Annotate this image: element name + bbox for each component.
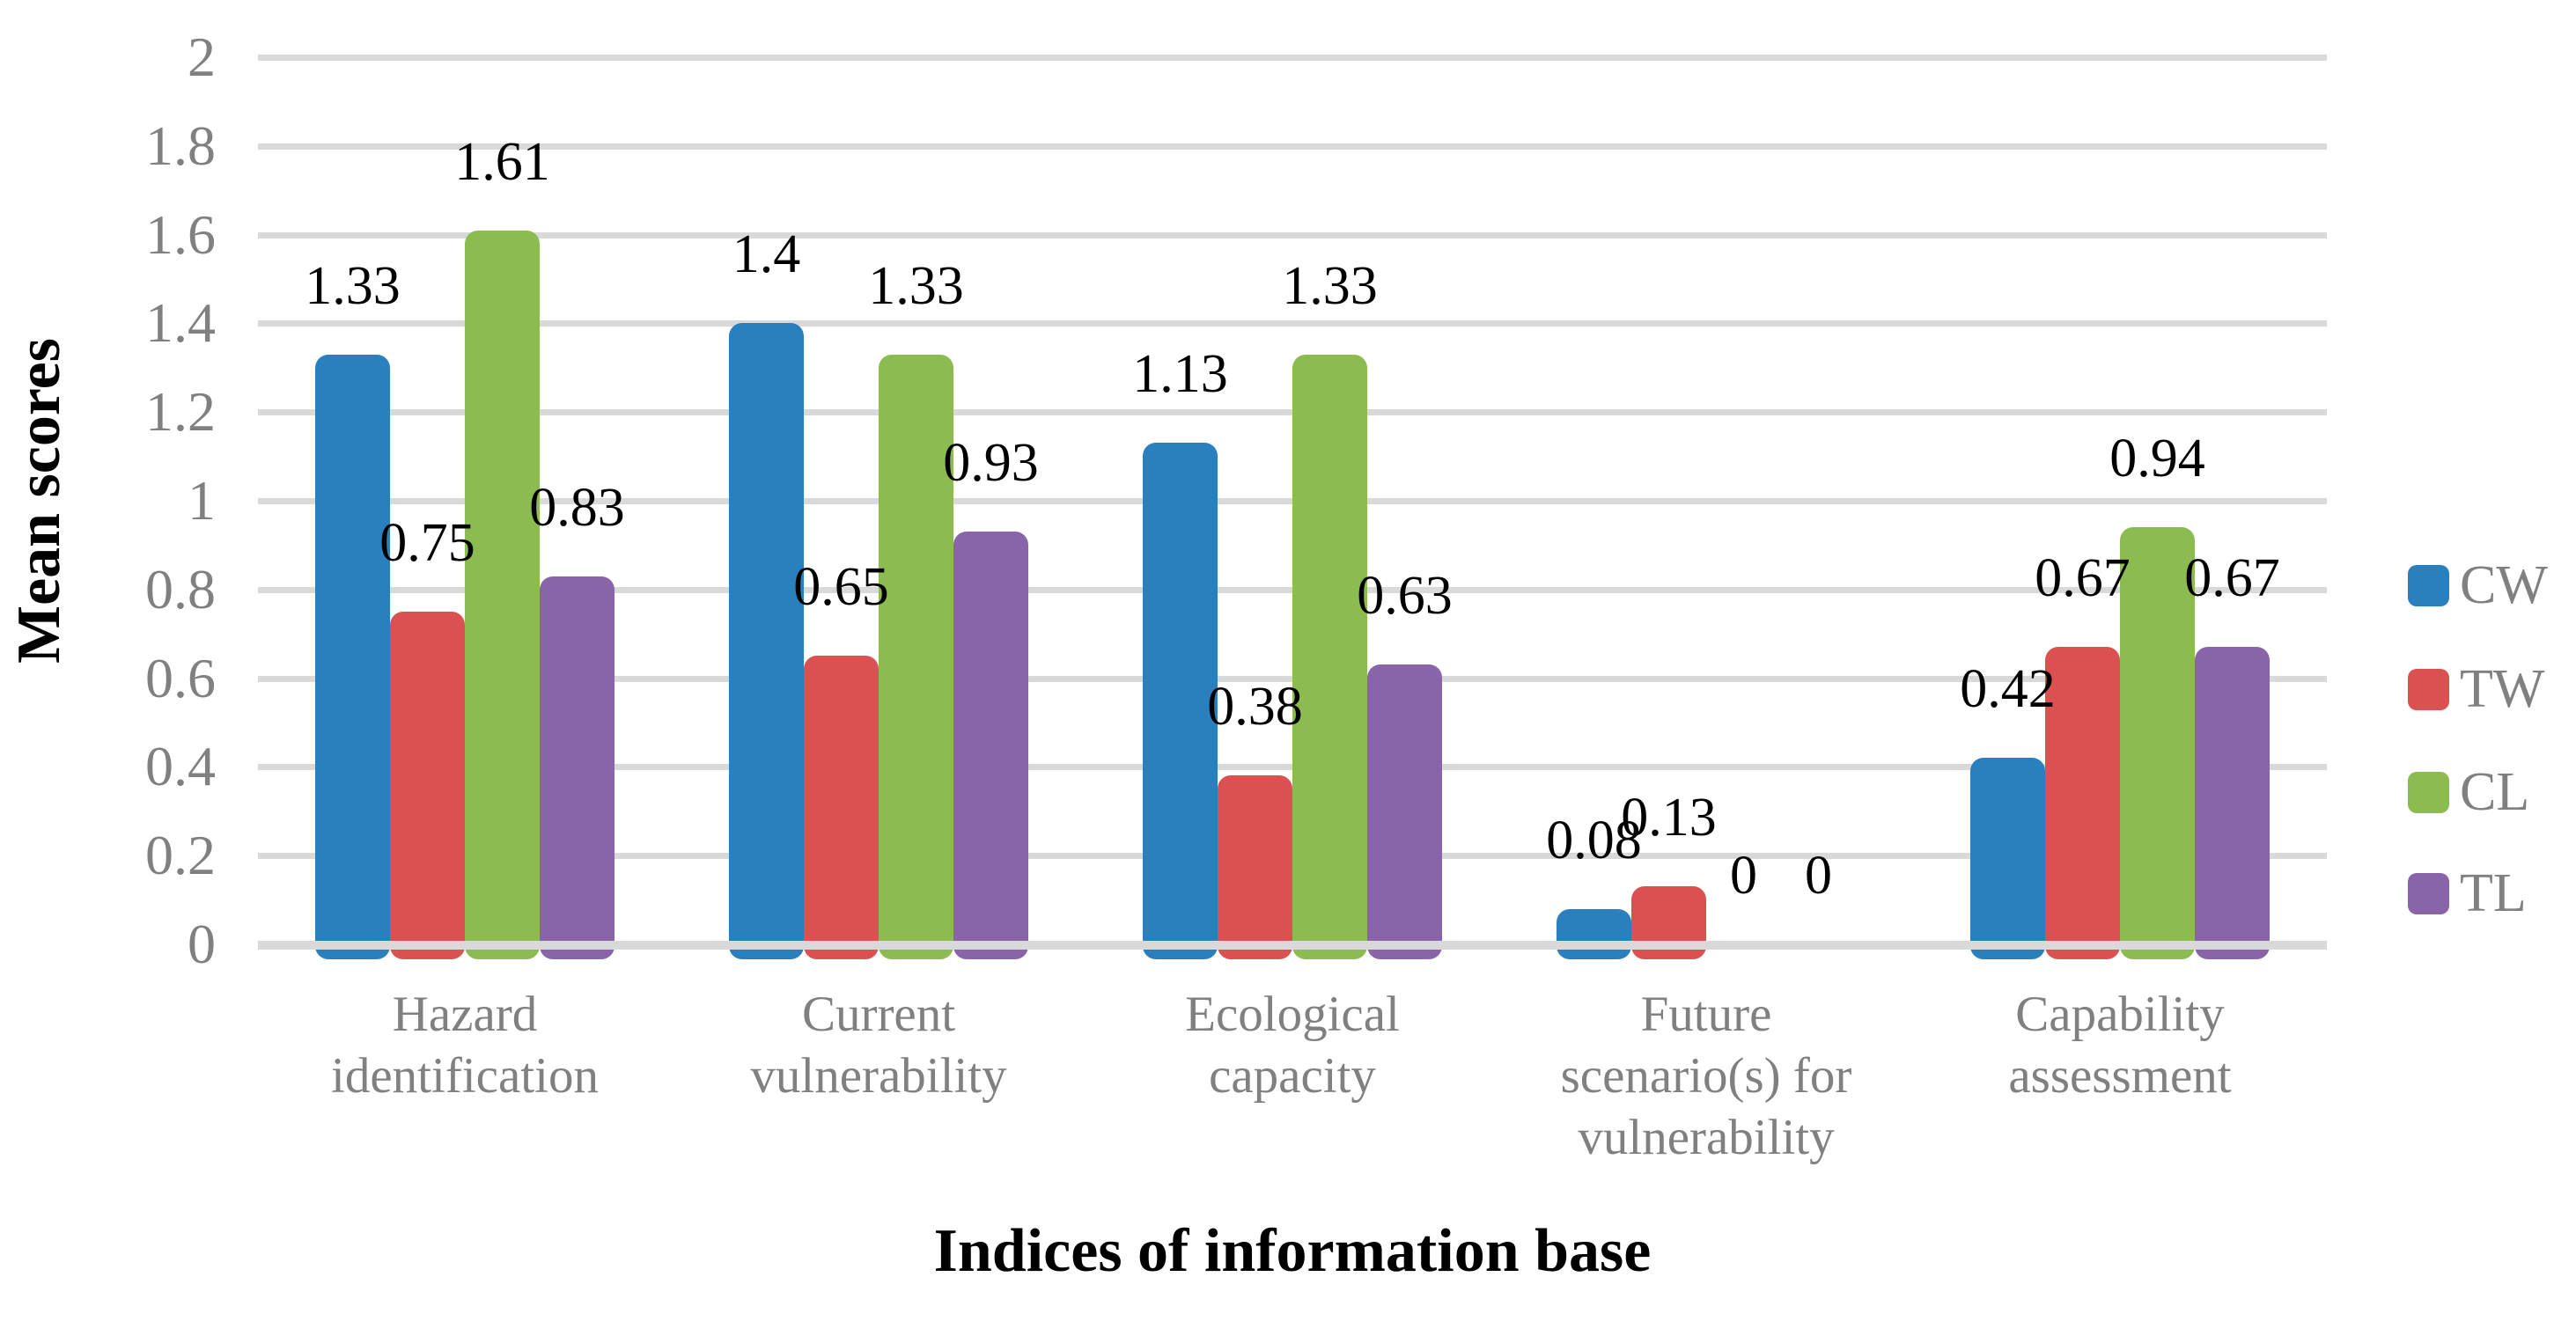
data-label-TL-2: 0.63 bbox=[1357, 566, 1453, 627]
y-tick-1.8: 1.8 bbox=[145, 114, 216, 177]
y-axis-title: Mean scores bbox=[5, 338, 73, 664]
legend-label-TL: TL bbox=[2460, 863, 2527, 923]
data-label-CL-4: 0.94 bbox=[2109, 429, 2205, 489]
legend-label-CW: CW bbox=[2460, 555, 2548, 615]
bar-CL-4 bbox=[2120, 527, 2195, 959]
bar-CW-0 bbox=[315, 354, 390, 959]
y-tick-1.4: 1.4 bbox=[145, 291, 216, 355]
category-label-1: Current vulnerability bbox=[750, 987, 1007, 1104]
data-label-TW-1: 0.65 bbox=[793, 557, 889, 618]
gridline bbox=[258, 55, 2327, 61]
data-label-TW-4: 0.67 bbox=[2035, 548, 2131, 609]
legend-swatch-TL bbox=[2408, 872, 2449, 914]
gridline bbox=[258, 320, 2327, 327]
data-label-TW-0: 0.75 bbox=[379, 513, 475, 573]
bar-TW-1 bbox=[804, 656, 879, 959]
y-tick-0.8: 0.8 bbox=[145, 557, 216, 620]
data-label-TL-1: 0.93 bbox=[943, 433, 1039, 494]
data-label-CL-1: 1.33 bbox=[868, 255, 964, 316]
data-label-CW-3: 0.08 bbox=[1546, 810, 1642, 870]
data-label-CW-2: 1.13 bbox=[1132, 344, 1228, 405]
x-axis-line bbox=[258, 941, 2327, 950]
y-tick-1.2: 1.2 bbox=[145, 380, 216, 444]
data-label-CW-1: 1.4 bbox=[732, 224, 801, 285]
data-label-CL-0: 1.61 bbox=[454, 131, 550, 192]
legend-label-TW: TW bbox=[2460, 659, 2545, 719]
bar-TL-0 bbox=[540, 576, 615, 959]
data-label-CW-4: 0.42 bbox=[1960, 659, 2056, 720]
bar-CW-3 bbox=[1557, 908, 1631, 959]
legend-swatch-CW bbox=[2408, 564, 2449, 606]
category-label-3: Future scenario(s) for vulnerability bbox=[1560, 987, 1852, 1165]
gridline bbox=[258, 231, 2327, 239]
data-label-CL-2: 1.33 bbox=[1282, 255, 1378, 316]
bar-TW-2 bbox=[1218, 775, 1292, 959]
gridline bbox=[258, 143, 2327, 150]
data-label-CL-3: 0 bbox=[1730, 846, 1757, 906]
y-tick-1.6: 1.6 bbox=[145, 202, 216, 266]
y-tick-0.6: 0.6 bbox=[145, 646, 216, 709]
data-label-TW-2: 0.38 bbox=[1207, 677, 1303, 738]
y-tick-2: 2 bbox=[188, 26, 216, 88]
bar-CL-1 bbox=[879, 354, 953, 959]
data-label-CW-0: 1.33 bbox=[305, 255, 401, 316]
y-tick-0.4: 0.4 bbox=[145, 735, 216, 798]
legend-swatch-TW bbox=[2408, 668, 2449, 710]
bar-TW-4 bbox=[2045, 647, 2120, 959]
bar-TL-2 bbox=[1367, 664, 1442, 959]
category-label-0: Hazard identification bbox=[331, 987, 599, 1104]
bar-CW-2 bbox=[1143, 443, 1218, 959]
category-label-2: Ecological capacity bbox=[1185, 987, 1400, 1104]
y-tick-0: 0 bbox=[188, 913, 216, 975]
bar-CW-1 bbox=[729, 323, 804, 959]
category-label-4: Capability assessment bbox=[2008, 987, 2232, 1104]
legend-swatch-CL bbox=[2408, 771, 2449, 813]
bar-TL-1 bbox=[953, 532, 1028, 959]
legend-label-CL: CL bbox=[2460, 762, 2530, 822]
y-tick-1: 1 bbox=[188, 469, 216, 532]
bar-CL-0 bbox=[465, 230, 540, 959]
bar-TW-0 bbox=[390, 612, 465, 959]
bar-CW-4 bbox=[1970, 758, 2045, 959]
x-axis-title: Indices of information base bbox=[933, 1217, 1652, 1285]
data-label-TL-3: 0 bbox=[1805, 846, 1832, 906]
y-tick-0.2: 0.2 bbox=[145, 824, 216, 887]
data-label-TL-0: 0.83 bbox=[529, 477, 625, 538]
bar-CL-2 bbox=[1292, 354, 1367, 959]
data-label-TL-4: 0.67 bbox=[2184, 548, 2280, 609]
bar-TL-4 bbox=[2195, 647, 2270, 959]
data-label-TW-3: 0.13 bbox=[1621, 788, 1717, 848]
